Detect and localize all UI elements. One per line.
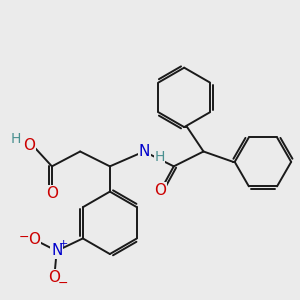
Text: O: O (28, 232, 40, 247)
Text: N: N (138, 144, 150, 159)
Text: −: − (58, 277, 68, 290)
Text: N: N (51, 243, 62, 258)
Text: O: O (24, 138, 36, 153)
Text: O: O (154, 183, 166, 198)
Text: +: + (58, 239, 68, 249)
Text: O: O (48, 270, 60, 285)
Text: −: − (19, 231, 29, 244)
Text: O: O (46, 186, 58, 201)
Text: H: H (11, 132, 21, 146)
Text: H: H (154, 150, 165, 164)
